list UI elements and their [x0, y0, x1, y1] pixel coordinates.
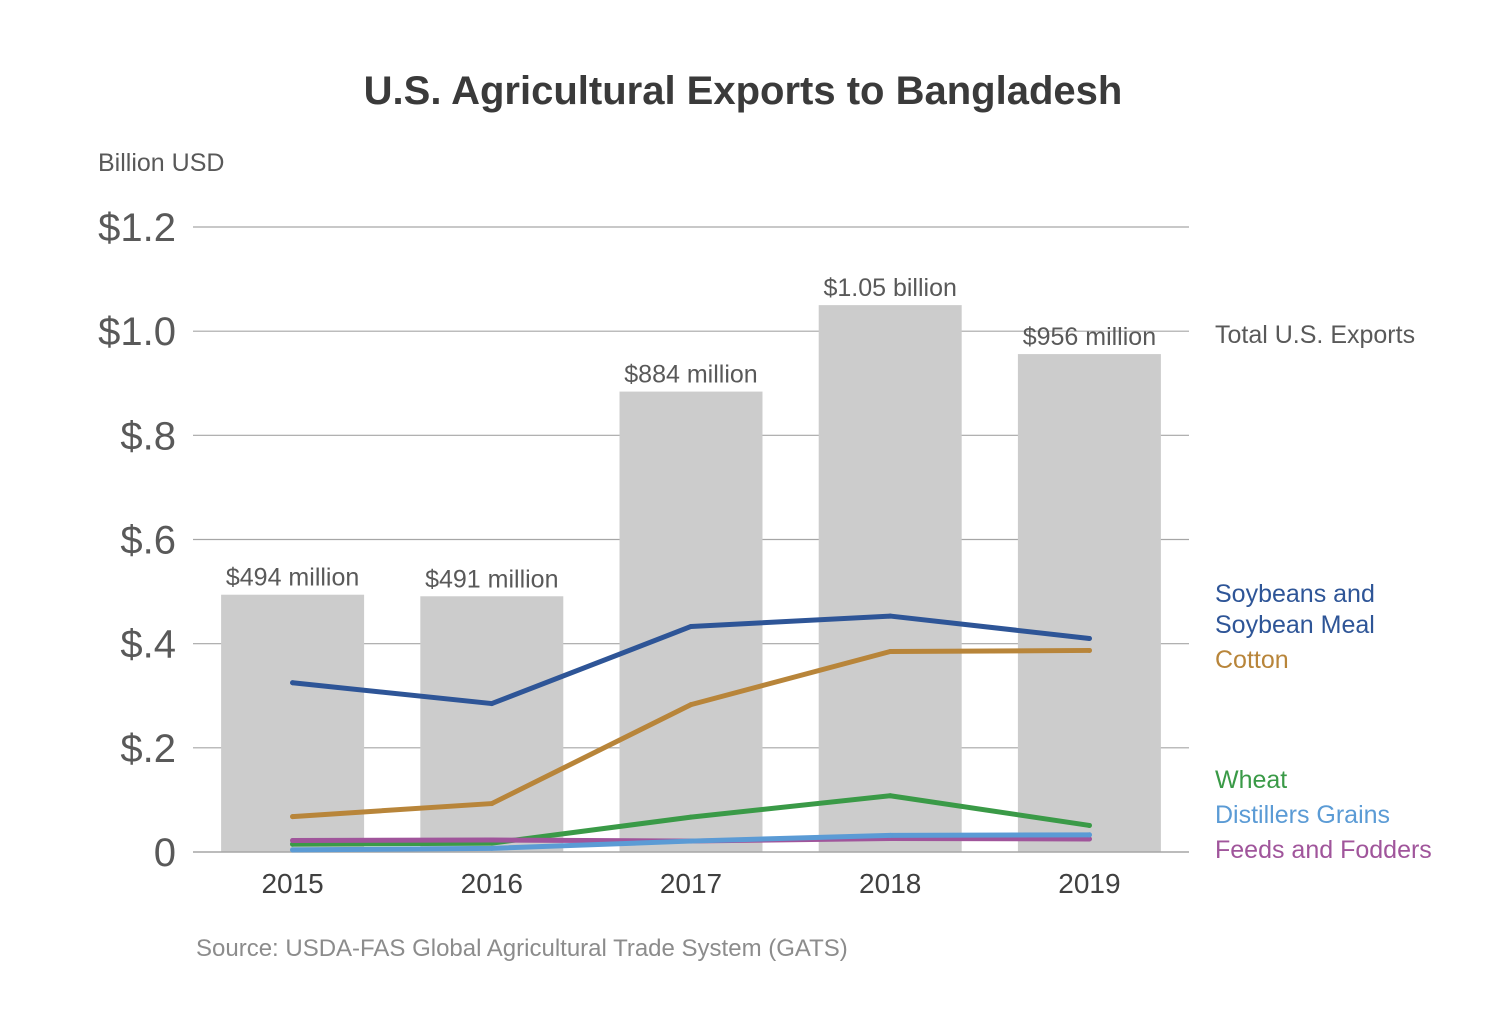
- x-tick-label: 2017: [660, 868, 722, 899]
- source-note: Source: USDA-FAS Global Agricultural Tra…: [196, 935, 848, 962]
- x-tick-label: 2015: [261, 868, 323, 899]
- bar-total-exports: [221, 594, 365, 852]
- bar-value-label: $1.05 billion: [823, 274, 956, 302]
- series-point: [1086, 822, 1092, 828]
- chart-title: U.S. Agricultural Exports to Bangladesh: [364, 69, 1123, 113]
- bar-value-label: $884 million: [624, 361, 757, 389]
- series-point: [489, 837, 495, 843]
- bar-total-exports: [420, 596, 564, 852]
- legend-entry-soybeans-and-soybean-meal: Soybean Meal: [1215, 611, 1375, 639]
- series-point: [489, 845, 495, 851]
- bar-value-label: $491 million: [425, 565, 558, 593]
- series-point: [688, 838, 694, 844]
- legend-entry-wheat: Wheat: [1215, 766, 1287, 794]
- series-point: [887, 648, 893, 654]
- x-tick-label: 2019: [1058, 868, 1120, 899]
- series-point: [887, 832, 893, 838]
- y-tick-label: 0: [154, 831, 176, 875]
- y-tick-label: $1.0: [98, 310, 176, 354]
- y-tick-label: $.8: [120, 414, 176, 458]
- series-point: [688, 702, 694, 708]
- series-point: [290, 847, 296, 853]
- series-point: [887, 613, 893, 619]
- legend-entry-cotton: Cotton: [1215, 646, 1289, 674]
- series-point: [688, 814, 694, 820]
- series-point: [290, 680, 296, 686]
- series-point: [290, 838, 296, 844]
- series-point: [489, 701, 495, 707]
- series-point: [1086, 832, 1092, 838]
- series-point: [1086, 836, 1092, 842]
- bar-value-label: $956 million: [1023, 323, 1156, 351]
- y-tick-label: $.4: [120, 623, 176, 667]
- series-point: [290, 814, 296, 820]
- series-point: [887, 793, 893, 799]
- series-lines: [290, 613, 1092, 853]
- series-point: [1086, 647, 1092, 653]
- bar-total-exports: [1017, 354, 1161, 852]
- legend-entry-distillers-grains: Distillers Grains: [1215, 801, 1390, 829]
- series-point: [1086, 635, 1092, 641]
- legend-total-exports: Total U.S. Exports: [1215, 321, 1415, 349]
- legend-entry-soybeans-and-soybean-meal: Soybeans and: [1215, 580, 1375, 608]
- labels: 0 $.2 $.4 $.6 $.8 $1.0 $1.2 $494 million $491 mi…: [98, 206, 1156, 899]
- bar-value-label: $494 million: [226, 564, 359, 592]
- series-point: [688, 623, 694, 629]
- bars: [221, 305, 1161, 852]
- legend-entry-feeds-and-fodders: Feeds and Fodders: [1215, 836, 1432, 864]
- series-point: [489, 801, 495, 807]
- y-tick-label: $.2: [120, 727, 176, 771]
- legend: Total U.S. Exports Soybeans and Soybean Me…: [1215, 321, 1432, 864]
- y-tick-label: $1.2: [98, 206, 176, 250]
- x-tick-label: 2018: [859, 868, 921, 899]
- y-axis-unit-label: Billion USD: [98, 149, 224, 177]
- x-tick-label: 2016: [461, 868, 523, 899]
- y-tick-label: $.6: [120, 519, 176, 563]
- bar-total-exports: [818, 305, 962, 852]
